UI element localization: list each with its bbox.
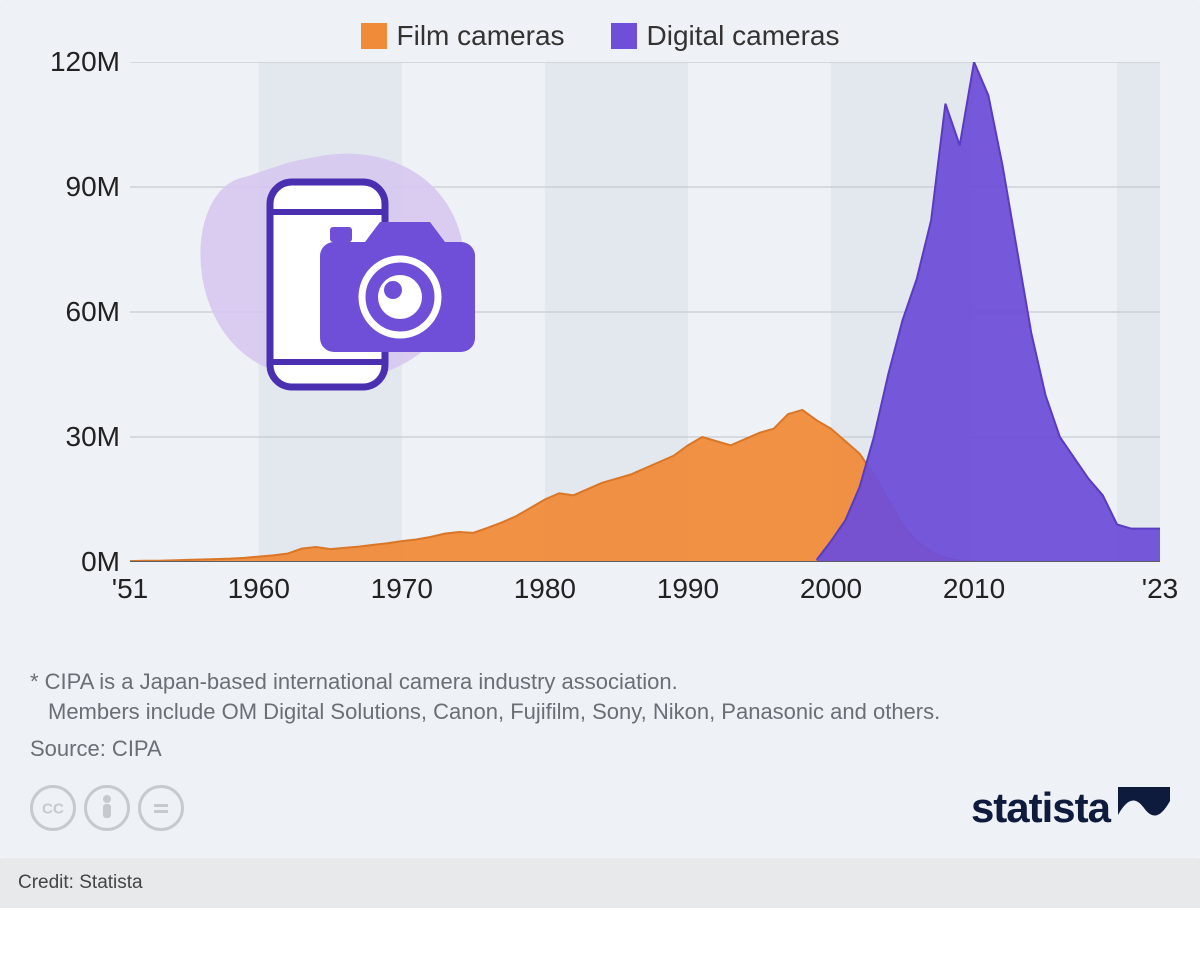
chart-card: Film camerasDigital cameras 0M30M60M90M1… [0,0,1200,858]
x-tick-label: 1990 [657,573,719,605]
y-tick-label: 60M [66,296,120,328]
statista-wave-icon [1118,787,1170,829]
y-tick-label: 120M [50,46,120,78]
x-tick-label: '51 [112,573,149,605]
svg-text:CC: CC [42,801,64,818]
legend-swatch [361,23,387,49]
x-tick-label: 1980 [514,573,576,605]
area-chart-svg [130,62,1160,562]
y-tick-label: 30M [66,421,120,453]
phone-camera-icon [200,154,475,387]
x-tick-label: 1970 [371,573,433,605]
license-icons: CC [30,785,184,831]
cc-icon: CC [30,785,76,831]
legend-label: Digital cameras [647,20,840,52]
source-label: Source: CIPA [30,736,1170,762]
nd-icon [138,785,184,831]
footnote: * CIPA is a Japan-based international ca… [30,667,1170,726]
x-tick-label: 2010 [943,573,1005,605]
by-icon [84,785,130,831]
brand-name: statista [971,784,1110,832]
x-tick-label: 2000 [800,573,862,605]
y-axis: 0M30M60M90M120M [30,62,130,562]
legend-item: Digital cameras [611,20,840,52]
footnote-line1: * CIPA is a Japan-based international ca… [30,667,1170,697]
y-tick-label: 90M [66,171,120,203]
credit-bar: Credit: Statista [0,858,1200,908]
footnote-line2: Members include OM Digital Solutions, Ca… [30,697,1170,727]
x-axis: '51196019701980199020002010'23 [130,567,1160,607]
bottom-row: CC statista [30,784,1170,832]
statista-logo: statista [971,784,1170,832]
plot-area: 0M30M60M90M120M '51196019701980199020002… [130,62,1170,607]
credit-text: Credit: Statista [18,872,143,893]
legend-item: Film cameras [361,20,565,52]
x-tick-label: 1960 [228,573,290,605]
legend-label: Film cameras [397,20,565,52]
x-tick-label: '23 [1142,573,1179,605]
legend-swatch [611,23,637,49]
legend: Film cameras Digital cameras [30,20,1170,52]
